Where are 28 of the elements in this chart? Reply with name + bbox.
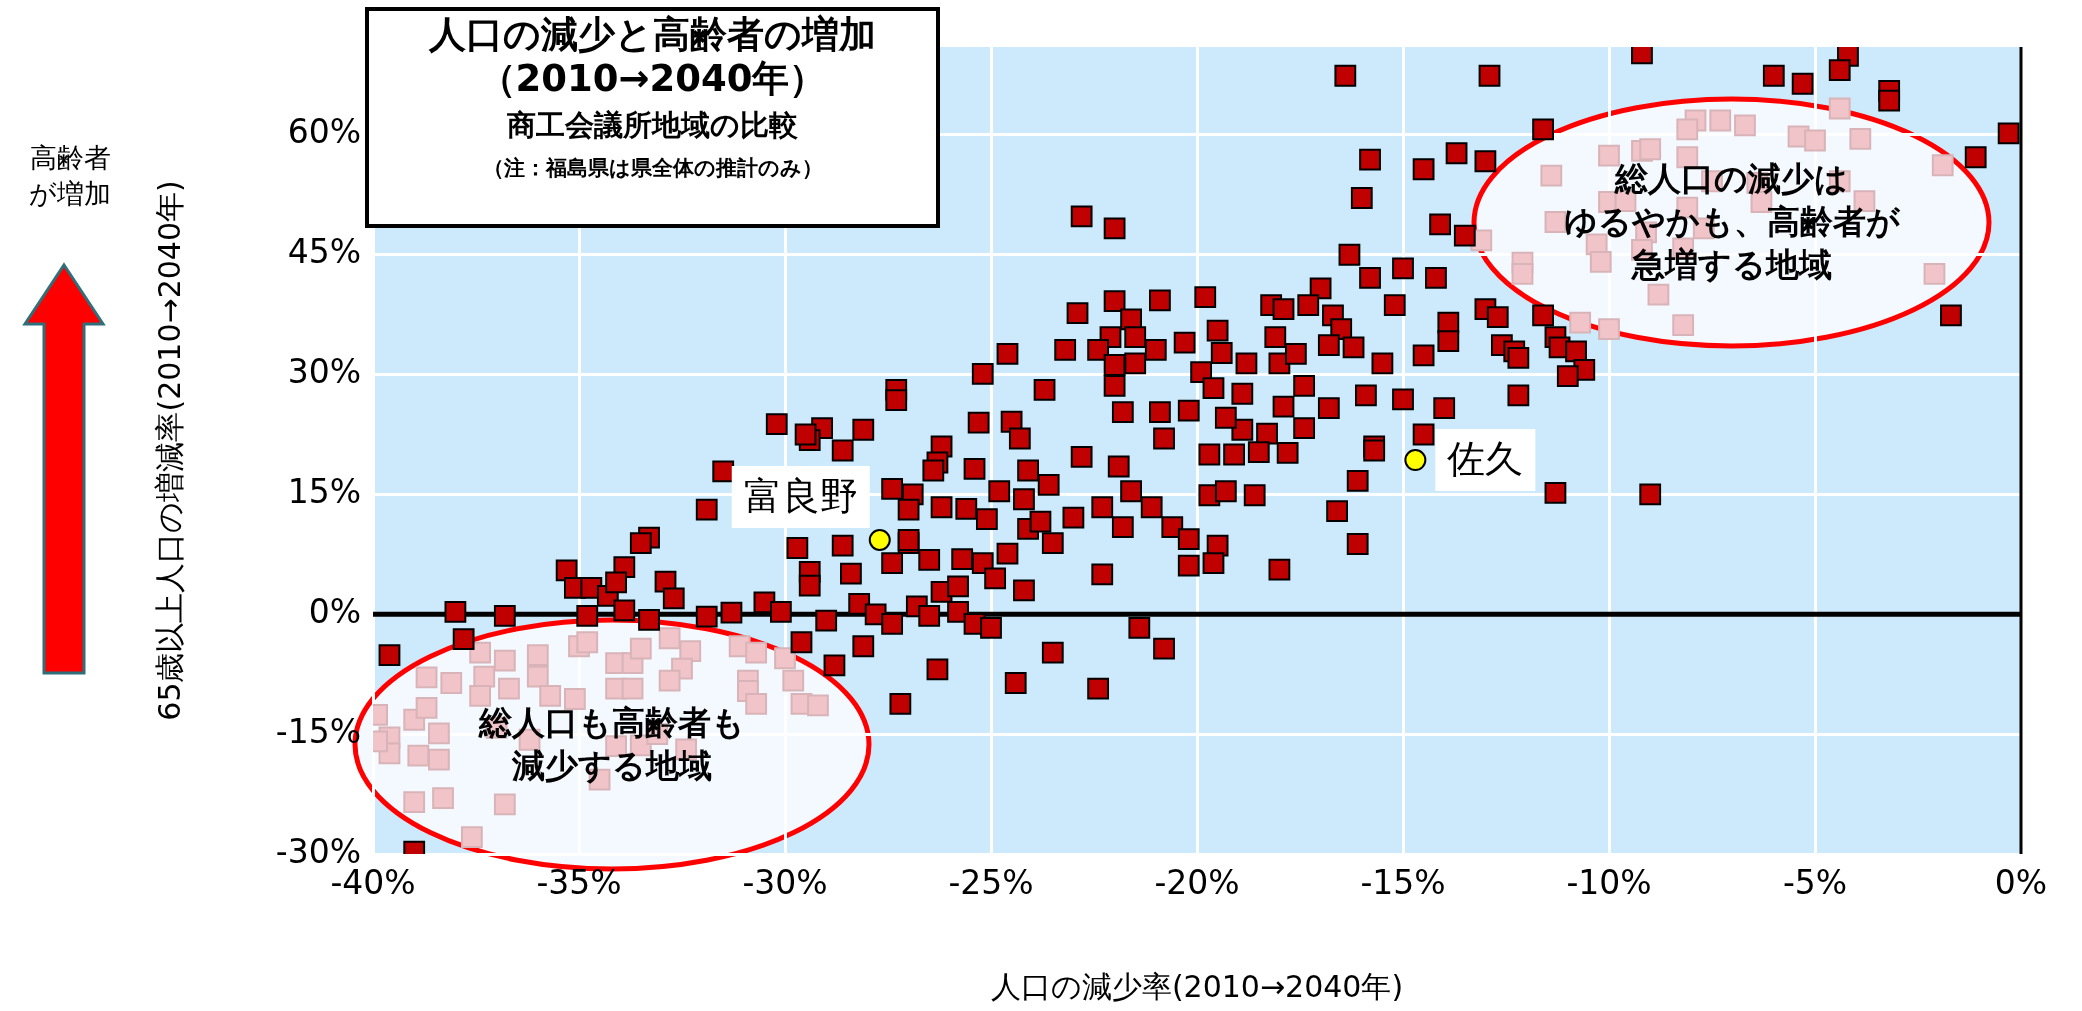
y-tick-label: 60%	[287, 112, 361, 152]
x-tick-label: -35%	[536, 863, 622, 903]
x-tick-label: -15%	[1360, 863, 1446, 903]
x-tick-label: -20%	[1154, 863, 1240, 903]
text: が増加	[28, 177, 112, 212]
text: 高齢者	[28, 141, 112, 175]
y-tick-label: 45%	[287, 232, 361, 272]
y-axis-title: 65歳以上人口の増減率(2010→2040年)	[151, 180, 187, 721]
x-tick-label: -30%	[742, 863, 828, 903]
x-tick-label: -25%	[948, 863, 1034, 903]
y-tick-label: 15%	[287, 472, 361, 512]
annotation: 総人口の減少は	[1615, 158, 1848, 201]
x-tick-label: 0%	[1994, 863, 2048, 903]
annotation: （注：福島県は県全体の推計のみ）	[481, 154, 824, 182]
annotation: 減少する地域	[512, 744, 712, 787]
x-axis-title: 人口の減少率(2010→2040年)	[990, 968, 1404, 1004]
chart-title: 人口の減少と高齢者の増加（2010→2040年）	[428, 13, 877, 102]
y-tick-label: 0%	[308, 591, 361, 631]
y-tick-label: 30%	[287, 352, 361, 392]
text: 商工会議所地域の比較	[506, 106, 799, 144]
x-tick-label: -40%	[330, 863, 416, 903]
annotation: ゆるやかも、高齢者が	[1563, 201, 1900, 244]
series-label: 佐久	[1447, 436, 1524, 481]
x-tick-label: -5%	[1782, 863, 1848, 903]
series-label: 富良野	[743, 473, 858, 518]
x-tick-label: -10%	[1566, 863, 1652, 903]
annotation: 急増する地域	[1631, 243, 1832, 286]
annotation: 総人口も高齢者も	[479, 701, 745, 744]
